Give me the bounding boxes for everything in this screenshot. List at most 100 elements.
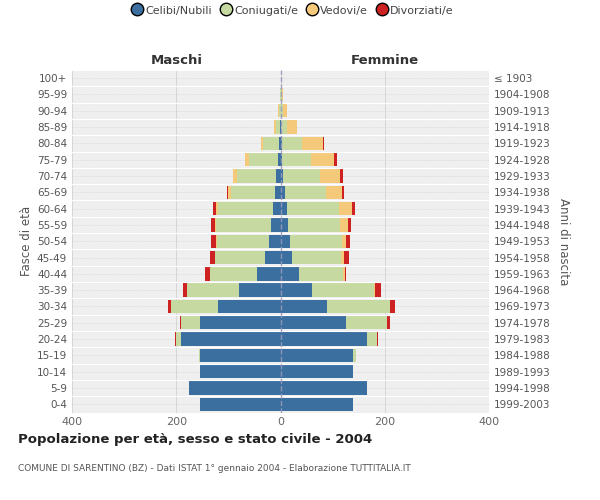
- Bar: [249, 153, 278, 166]
- Bar: [281, 316, 346, 330]
- Y-axis label: Anni di nascita: Anni di nascita: [557, 198, 570, 285]
- Bar: [210, 251, 215, 264]
- Bar: [180, 316, 181, 330]
- Text: COMUNE DI SARENTINO (BZ) - Dati ISTAT 1° gennaio 2004 - Elaborazione TUTTITALIA.: COMUNE DI SARENTINO (BZ) - Dati ISTAT 1°…: [18, 464, 411, 473]
- Bar: [281, 153, 282, 166]
- Bar: [339, 202, 352, 215]
- Bar: [263, 136, 279, 150]
- Bar: [348, 218, 351, 232]
- Bar: [237, 170, 277, 182]
- Bar: [281, 234, 290, 248]
- Bar: [282, 153, 311, 166]
- Bar: [227, 186, 229, 199]
- Bar: [257, 267, 281, 280]
- Bar: [215, 218, 217, 232]
- Bar: [281, 120, 287, 134]
- Bar: [302, 136, 323, 150]
- Bar: [326, 186, 342, 199]
- Bar: [171, 300, 218, 313]
- Bar: [343, 267, 344, 280]
- Bar: [377, 332, 379, 346]
- Bar: [287, 120, 296, 134]
- Bar: [181, 316, 200, 330]
- Bar: [289, 218, 340, 232]
- Bar: [367, 332, 377, 346]
- Bar: [181, 332, 281, 346]
- Bar: [200, 316, 281, 330]
- Bar: [340, 170, 343, 182]
- Bar: [279, 136, 281, 150]
- Bar: [328, 300, 390, 313]
- Bar: [279, 104, 281, 118]
- Bar: [340, 218, 348, 232]
- Bar: [353, 348, 356, 362]
- Bar: [311, 153, 334, 166]
- Bar: [352, 202, 355, 215]
- Bar: [346, 316, 388, 330]
- Bar: [281, 251, 292, 264]
- Bar: [281, 218, 289, 232]
- Bar: [211, 234, 217, 248]
- Bar: [274, 120, 276, 134]
- Bar: [346, 234, 350, 248]
- Bar: [344, 251, 349, 264]
- Bar: [281, 88, 283, 101]
- Bar: [320, 170, 340, 182]
- Bar: [391, 300, 395, 313]
- Bar: [271, 218, 281, 232]
- Bar: [169, 300, 171, 313]
- Bar: [218, 202, 272, 215]
- Bar: [283, 104, 287, 118]
- Bar: [299, 267, 343, 280]
- Bar: [281, 170, 283, 182]
- Bar: [342, 186, 344, 199]
- Bar: [323, 136, 324, 150]
- Bar: [199, 348, 200, 362]
- Bar: [231, 186, 275, 199]
- Bar: [217, 218, 271, 232]
- Bar: [229, 186, 231, 199]
- Bar: [344, 267, 346, 280]
- Bar: [281, 284, 312, 297]
- Bar: [281, 300, 328, 313]
- Bar: [218, 300, 281, 313]
- Text: Popolazione per età, sesso e stato civile - 2004: Popolazione per età, sesso e stato civil…: [18, 432, 372, 446]
- Bar: [374, 284, 376, 297]
- Bar: [239, 284, 281, 297]
- Bar: [187, 284, 239, 297]
- Bar: [277, 170, 281, 182]
- Bar: [176, 332, 181, 346]
- Bar: [260, 136, 263, 150]
- Bar: [287, 202, 339, 215]
- Bar: [245, 153, 249, 166]
- Bar: [217, 202, 218, 215]
- Bar: [334, 153, 337, 166]
- Y-axis label: Fasce di età: Fasce di età: [20, 206, 33, 276]
- Bar: [182, 284, 187, 297]
- Bar: [215, 251, 265, 264]
- Bar: [200, 348, 281, 362]
- Bar: [292, 251, 341, 264]
- Bar: [281, 332, 367, 346]
- Text: Femmine: Femmine: [350, 54, 419, 66]
- Bar: [283, 170, 320, 182]
- Bar: [388, 316, 390, 330]
- Bar: [275, 186, 281, 199]
- Bar: [175, 332, 176, 346]
- Bar: [281, 382, 367, 394]
- Bar: [281, 348, 353, 362]
- Bar: [272, 202, 281, 215]
- Bar: [276, 120, 280, 134]
- Bar: [265, 251, 281, 264]
- Bar: [281, 202, 287, 215]
- Bar: [213, 202, 217, 215]
- Bar: [278, 153, 281, 166]
- Bar: [290, 234, 342, 248]
- Bar: [341, 251, 344, 264]
- Bar: [210, 267, 257, 280]
- Text: Maschi: Maschi: [150, 54, 202, 66]
- Bar: [205, 267, 210, 280]
- Bar: [233, 170, 237, 182]
- Bar: [281, 365, 353, 378]
- Bar: [189, 382, 281, 394]
